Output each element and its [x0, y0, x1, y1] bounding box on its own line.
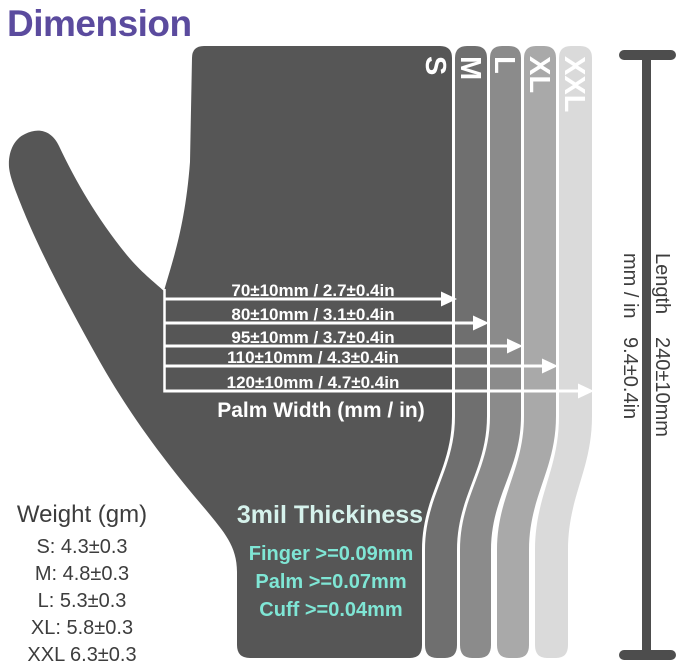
size-label-m: M — [454, 56, 486, 80]
weight-item-m: M: 4.8±0.3 — [35, 563, 129, 585]
length-ruler — [619, 50, 676, 660]
arrowhead-icon — [473, 315, 489, 331]
thickness-item-cuff: Cuff >=0.04mm — [259, 599, 402, 621]
arrowhead-icon — [441, 291, 457, 307]
thickness-title: 3mil Thickiness — [237, 501, 423, 529]
length-value-mm: 240±10mm — [651, 337, 673, 437]
size-band-xl — [497, 46, 556, 658]
thickness-item-palm: Palm >=0.07mm — [255, 571, 406, 593]
page-title: Dimension — [7, 3, 192, 44]
palm-width-value-xl: 110±10mm / 4.3±0.4in — [227, 348, 399, 367]
palm-width-label: Palm Width (mm / in) — [217, 399, 424, 422]
width-arrow-xxl — [164, 383, 594, 399]
arrowhead-icon — [578, 383, 594, 399]
weight-title: Weight (gm) — [17, 501, 147, 528]
palm-width-arrows — [163, 289, 594, 399]
palm-width-value-l: 95±10mm / 3.7±0.4in — [231, 328, 394, 347]
arrowhead-icon — [507, 338, 523, 354]
weight-item-xl: XL: 5.8±0.3 — [31, 617, 133, 639]
palm-width-value-xxl: 120±10mm / 4.7±0.4in — [227, 373, 400, 392]
size-label-xxl: XXL — [558, 56, 590, 112]
size-band-m — [425, 46, 487, 658]
length-unit-label: mm / in — [619, 253, 641, 319]
glove-body — [8, 46, 452, 658]
width-arrow-l — [164, 338, 523, 354]
thickness-item-finger: Finger >=0.09mm — [249, 543, 414, 565]
size-label-xl: XL — [523, 56, 555, 93]
weight-item-s: S: 4.3±0.3 — [36, 536, 127, 558]
width-arrow-s — [164, 291, 457, 307]
size-label-s: S — [419, 56, 451, 75]
length-ruler-line — [642, 54, 651, 656]
palm-width-value-m: 80±10mm / 3.1±0.4in — [231, 305, 394, 324]
weight-item-l: L: 5.3±0.3 — [38, 590, 127, 612]
length-label: Length — [651, 253, 673, 314]
width-arrow-m — [164, 315, 489, 331]
arrowhead-icon — [542, 358, 558, 374]
width-arrow-xl — [164, 358, 558, 374]
length-ruler-cap-bottom — [619, 650, 676, 660]
size-band-l — [460, 46, 521, 658]
weight-item-xxl: XXL 6.3±0.3 — [27, 644, 136, 666]
size-label-l: L — [488, 56, 520, 74]
thickness-block: 3mil Thickiness Finger >=0.09mm Palm >=0… — [237, 501, 423, 621]
size-band-xxl — [535, 46, 592, 658]
palm-width-value-s: 70±10mm / 2.7±0.4in — [231, 281, 394, 300]
weight-block: Weight (gm) S: 4.3±0.3 M: 4.8±0.3 L: 5.3… — [17, 501, 147, 666]
length-value-in: 9.4±0.4in — [619, 337, 641, 419]
